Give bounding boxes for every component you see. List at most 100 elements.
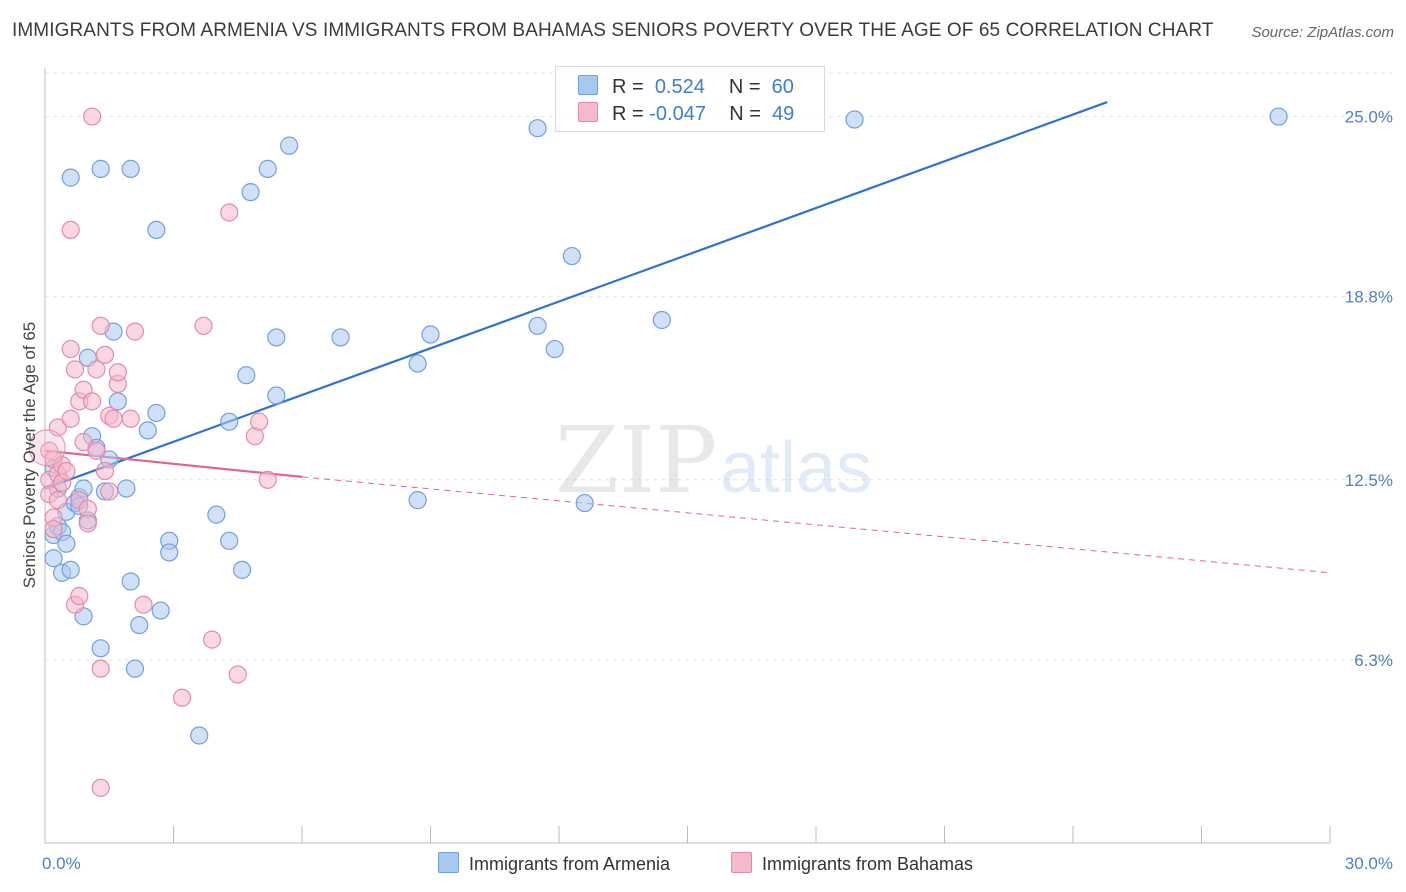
point-armenia (220, 412, 239, 431)
point-armenia (232, 560, 252, 579)
point-armenia (121, 572, 140, 591)
point-bahamas (194, 316, 213, 335)
point-bahamas (202, 630, 222, 649)
point-armenia (575, 493, 594, 513)
point-bahamas (91, 659, 110, 678)
point-bahamas (91, 316, 110, 335)
point-armenia (151, 601, 170, 620)
point-bahamas (61, 339, 80, 359)
legend-swatch-bahamas (578, 102, 598, 122)
point-bahamas (44, 520, 63, 539)
legend-r-label: R = (612, 76, 644, 98)
y-tick-label: 25.0% (1345, 108, 1393, 127)
point-armenia (61, 168, 80, 187)
point-bahamas (83, 107, 102, 126)
point-armenia (61, 560, 80, 579)
point-armenia (1269, 107, 1288, 126)
point-bahamas (57, 461, 76, 481)
point-bahamas (172, 688, 192, 707)
point-bahamas (83, 392, 102, 411)
legend-row-armenia: R = 0.524 N = 60 (578, 75, 794, 101)
point-armenia (845, 110, 864, 129)
point-armenia (408, 354, 427, 373)
point-bahamas (74, 432, 93, 452)
watermark: ZIP atlas (555, 407, 872, 514)
point-bahamas (61, 220, 80, 240)
point-armenia (207, 505, 226, 524)
point-armenia (147, 403, 166, 423)
point-bahamas (134, 595, 153, 614)
trend-line-bahamas (44, 449, 303, 478)
point-armenia (408, 491, 427, 510)
point-bahamas (108, 363, 127, 382)
point-bahamas (121, 409, 140, 428)
bottom-legend-armenia: Immigrants from Armenia (438, 852, 670, 875)
legend-r-label: R = (612, 103, 644, 125)
point-bahamas (87, 360, 106, 379)
point-armenia (280, 136, 299, 155)
point-bahamas (91, 778, 110, 797)
point-armenia (91, 639, 110, 658)
point-bahamas (104, 409, 123, 428)
point-armenia (138, 421, 157, 440)
y-tick-label: 6.3% (1354, 651, 1393, 670)
point-bahamas (65, 360, 85, 379)
legend-swatch-armenia (578, 75, 598, 95)
point-bahamas (48, 491, 67, 510)
bottom-legend-label-bahamas: Immigrants from Bahamas (762, 854, 974, 874)
legend-n-label: N = (729, 103, 761, 125)
point-armenia (125, 659, 145, 678)
y-axis-label: Seniors Poverty Over the Age of 65 (20, 321, 39, 589)
data-points (28, 107, 1288, 797)
point-bahamas (100, 482, 119, 501)
point-armenia (528, 316, 547, 335)
point-armenia (562, 246, 581, 266)
point-bahamas-cluster (28, 429, 66, 467)
point-bahamas (78, 514, 97, 533)
point-bahamas (95, 461, 115, 481)
legend-r-value-armenia: 0.524 (654, 76, 705, 98)
point-bahamas (48, 418, 67, 437)
chart-title: IMMIGRANTS FROM ARMENIA VS IMMIGRANTS FR… (12, 20, 1214, 41)
legend-row-bahamas: R = -0.047 N = 49 (578, 102, 794, 128)
point-bahamas (61, 409, 80, 428)
point-bahamas (95, 345, 115, 364)
point-armenia (57, 534, 76, 553)
bottom-swatch-bahamas (731, 852, 752, 873)
legend-n-value-armenia: 60 (771, 76, 794, 98)
point-armenia (241, 183, 260, 202)
point-armenia (147, 220, 166, 240)
point-armenia (44, 549, 63, 568)
legend-r-value-bahamas: -0.047 (649, 103, 706, 125)
source-credit: Source: ZipAtlas.com (1251, 24, 1394, 41)
point-armenia (220, 531, 239, 550)
point-armenia (117, 479, 136, 498)
point-armenia (528, 119, 547, 138)
point-armenia (421, 325, 440, 344)
point-armenia (130, 615, 149, 635)
bottom-legend-bahamas: Immigrants from Bahamas (731, 852, 973, 875)
point-bahamas (87, 441, 106, 460)
point-bahamas (258, 470, 277, 489)
point-bahamas (220, 203, 239, 222)
point-bahamas (250, 412, 269, 431)
legend-n-label: N = (728, 76, 761, 98)
stats-legend: R = 0.524 N = 60 R = -0.047 N = 49 (555, 66, 825, 132)
watermark-atlas: atlas (720, 428, 872, 508)
point-bahamas (228, 665, 247, 684)
point-armenia (91, 159, 110, 178)
point-armenia (267, 386, 286, 405)
point-armenia (545, 339, 564, 359)
trend-line-bahamas-extrapolated (301, 476, 1331, 574)
y-tick-label: 18.8% (1345, 288, 1393, 307)
point-armenia (160, 543, 179, 562)
point-armenia (258, 159, 277, 178)
point-bahamas (70, 586, 89, 606)
bottom-legend-label-armenia: Immigrants from Armenia (469, 854, 671, 874)
tick-labels: 6.3% 12.5% 18.8% 25.0% 0.0% 30.0% (42, 108, 1393, 873)
point-armenia (237, 366, 256, 385)
legend-n-value-bahamas: 49 (772, 103, 795, 125)
y-tick-label: 12.5% (1345, 471, 1393, 490)
point-armenia (267, 328, 286, 347)
